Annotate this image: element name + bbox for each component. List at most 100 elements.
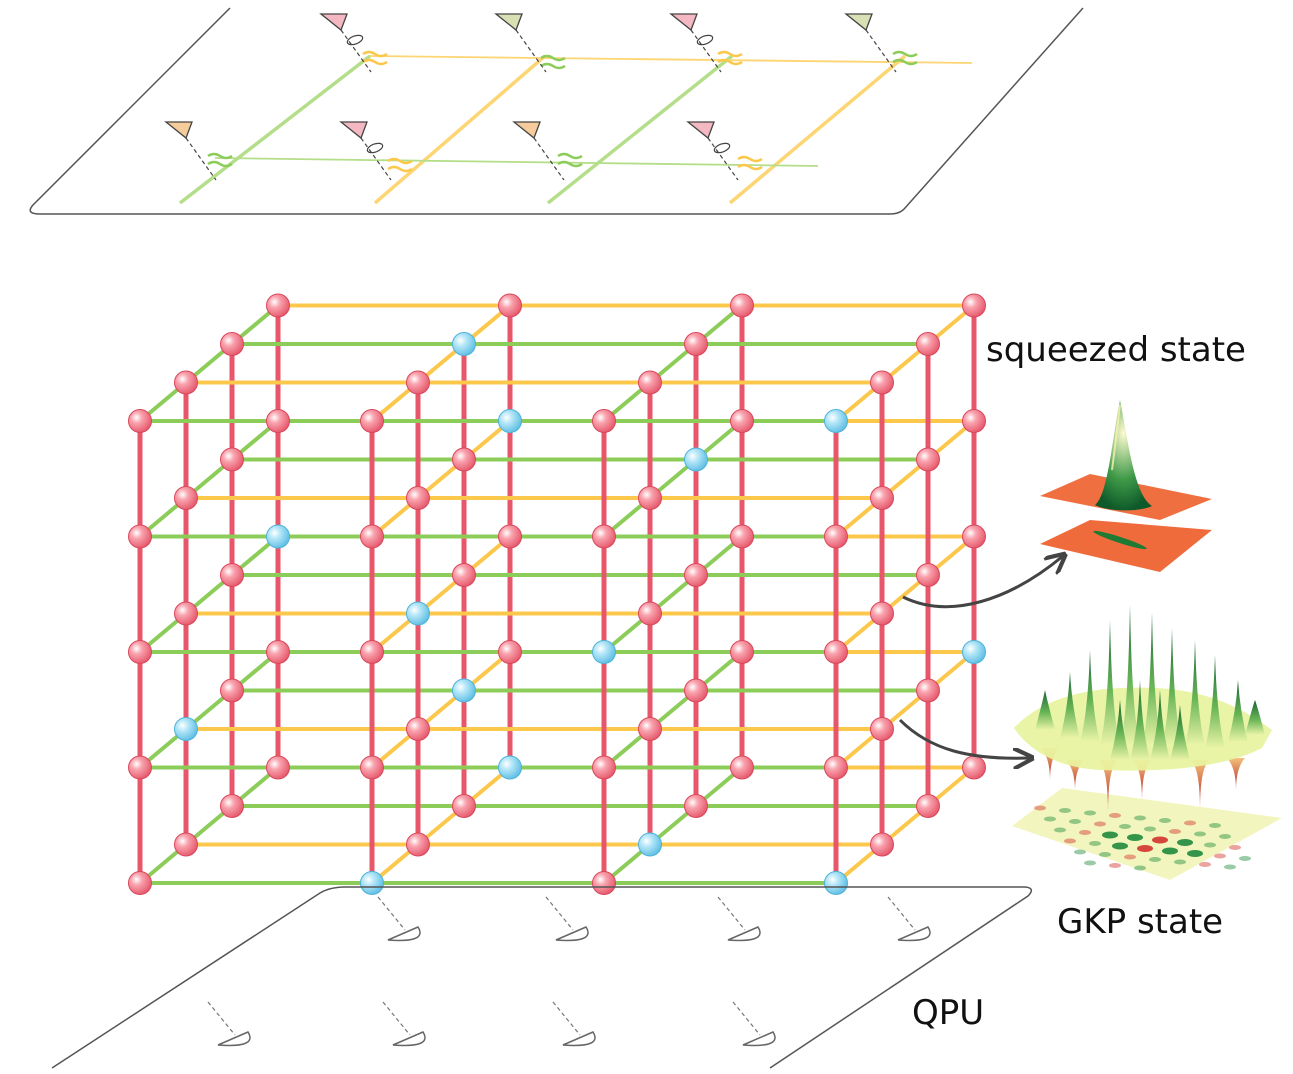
gkp-negative-peak bbox=[1133, 760, 1151, 800]
waveguide-diagonal bbox=[178, 54, 372, 205]
waveguide-horizontal bbox=[369, 55, 973, 64]
lattice-node-squeezed bbox=[266, 293, 290, 318]
detector-icon bbox=[555, 926, 589, 942]
lattice-node-squeezed bbox=[638, 486, 662, 510]
gkp-pattern-dot bbox=[1214, 853, 1226, 859]
gkp-positive-peak bbox=[1130, 680, 1150, 760]
detector-lead bbox=[382, 1001, 411, 1036]
waveguide-diagonal bbox=[373, 54, 547, 205]
gkp-positive-peak bbox=[1162, 628, 1182, 745]
lattice-node-gkp bbox=[498, 409, 522, 433]
source-icon bbox=[494, 13, 523, 32]
gkp-positive-peak bbox=[1245, 700, 1265, 735]
gkp-negative-peak bbox=[1099, 760, 1117, 812]
coupler bbox=[892, 50, 918, 66]
lattice-node-squeezed bbox=[174, 601, 198, 626]
squeezed-peak bbox=[1095, 400, 1152, 511]
lattice-node-gkp bbox=[498, 755, 522, 780]
coupler bbox=[207, 152, 233, 168]
gkp-pattern-dot bbox=[1099, 852, 1111, 857]
gkp-pattern-dot bbox=[1102, 831, 1118, 839]
lattice-node-squeezed bbox=[730, 293, 754, 318]
gkp-pattern-dot bbox=[1084, 860, 1096, 866]
lattice-node-squeezed bbox=[592, 871, 616, 895]
coupler bbox=[362, 50, 388, 66]
gkp-positive-peak bbox=[1205, 655, 1225, 748]
lattice-node-squeezed bbox=[406, 832, 430, 857]
gkp-pattern-dot bbox=[1127, 834, 1143, 841]
lattice-node-squeezed bbox=[498, 293, 522, 318]
gkp-state-label: GKP state bbox=[1057, 902, 1224, 942]
gkp-pattern-dot bbox=[1224, 864, 1236, 870]
lattice-node-squeezed bbox=[128, 409, 152, 433]
lattice-node-squeezed bbox=[174, 832, 198, 857]
lattice-node-squeezed bbox=[730, 755, 754, 780]
waveguide-diagonal bbox=[546, 54, 734, 205]
source-lead bbox=[533, 137, 565, 181]
lattice-node-gkp bbox=[824, 871, 848, 895]
gkp-negative-peak bbox=[1191, 760, 1209, 808]
lattice-node-squeezed bbox=[128, 640, 152, 664]
gkp-pattern-dot bbox=[1144, 826, 1156, 832]
lattice-node-squeezed bbox=[266, 755, 290, 780]
detector-lead bbox=[545, 896, 574, 931]
gkp-pattern-dot bbox=[1162, 847, 1178, 855]
source-lead bbox=[515, 29, 547, 73]
lattice-node-squeezed bbox=[592, 755, 616, 780]
lattice-node-squeezed bbox=[638, 370, 662, 395]
detector-icon bbox=[387, 926, 421, 942]
gkp-pattern-dot bbox=[1219, 834, 1231, 839]
gkp-pattern-dot bbox=[1177, 839, 1193, 846]
detector-icon bbox=[217, 1031, 251, 1047]
lattice-node-squeezed bbox=[962, 524, 986, 549]
source-lead bbox=[707, 137, 739, 181]
gkp-positive-peak bbox=[1228, 680, 1248, 742]
gkp-pattern-dot bbox=[1069, 819, 1081, 824]
lattice-node-gkp bbox=[962, 640, 986, 664]
gkp-pattern-dot bbox=[1152, 836, 1168, 844]
gkp-positive-peak bbox=[1142, 612, 1162, 745]
gkp-pattern-dot bbox=[1159, 818, 1171, 823]
source-icons bbox=[164, 13, 897, 181]
gkp-pattern-dot bbox=[1074, 849, 1086, 855]
gkp-pattern-dot bbox=[1239, 856, 1251, 861]
detector-icon bbox=[727, 926, 761, 942]
gkp-pattern-dot bbox=[1137, 845, 1153, 852]
gkp-positive-peak bbox=[1185, 640, 1205, 745]
loop-icon bbox=[713, 142, 731, 154]
waveguide-diagonal bbox=[728, 54, 907, 205]
detector-lead bbox=[732, 1001, 761, 1036]
lattice-node-squeezed bbox=[638, 601, 662, 626]
loop-icon bbox=[696, 34, 714, 46]
gkp-pattern-dot bbox=[1187, 850, 1203, 857]
lattice-node-squeezed bbox=[406, 486, 430, 510]
detector-icon bbox=[392, 1031, 426, 1047]
gkp-pattern-dot bbox=[1134, 865, 1146, 871]
gkp-negative-peaks bbox=[1041, 748, 1245, 812]
lattice-node-squeezed bbox=[730, 409, 754, 433]
detector-lead bbox=[377, 896, 406, 931]
gkp-pattern-dot bbox=[1079, 830, 1091, 835]
detector-icon bbox=[742, 1031, 776, 1047]
loop-icon bbox=[346, 34, 364, 46]
lattice-node-squeezed bbox=[128, 871, 152, 895]
homodyne-detectors bbox=[207, 896, 931, 1047]
source-lead bbox=[865, 29, 897, 73]
coupler bbox=[737, 155, 763, 171]
lattice-node-squeezed bbox=[452, 794, 476, 818]
coupler bbox=[717, 50, 743, 66]
source-icon bbox=[669, 13, 698, 32]
gkp-state-plot bbox=[1012, 605, 1282, 880]
lattice-node-gkp bbox=[592, 640, 616, 664]
lattice-node-squeezed bbox=[824, 524, 848, 549]
squeezed-state-plot bbox=[1040, 400, 1212, 572]
lattice-node-squeezed bbox=[870, 832, 894, 857]
gkp-pattern-dot bbox=[1124, 854, 1136, 860]
gkp-positive-peak bbox=[1080, 650, 1100, 742]
lattice-node-squeezed bbox=[870, 601, 894, 626]
gkp-pattern-dot bbox=[1229, 845, 1241, 850]
gkp-positive-peak bbox=[1100, 620, 1120, 745]
source-lead bbox=[360, 137, 392, 181]
